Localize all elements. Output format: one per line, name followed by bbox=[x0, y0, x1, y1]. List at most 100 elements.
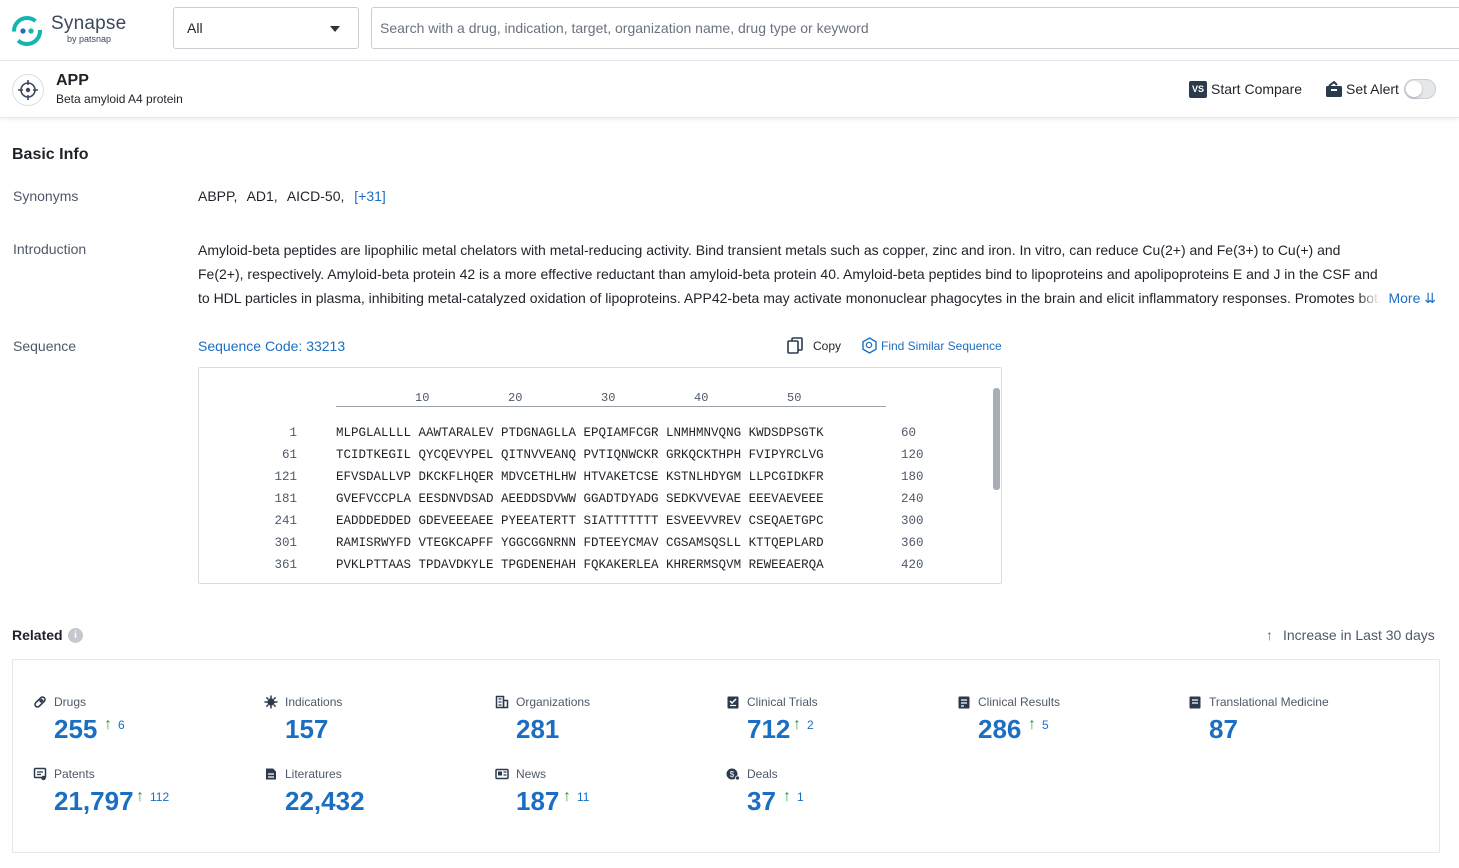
stat-increase: ↑11 bbox=[563, 788, 589, 806]
alert-icon bbox=[1325, 81, 1343, 98]
ruler-tick: 40 bbox=[694, 391, 708, 405]
synonym-item: AICD-50, bbox=[287, 188, 345, 204]
ruler-tick: 30 bbox=[601, 391, 615, 405]
related-title: Related bbox=[12, 627, 63, 643]
row-end: 300 bbox=[901, 514, 924, 528]
ruler-tick: 50 bbox=[787, 391, 801, 405]
stat-indications[interactable]: Indications 157 bbox=[264, 694, 484, 754]
stat-label: Organizations bbox=[516, 695, 590, 709]
synonym-item: ABPP, bbox=[198, 188, 237, 204]
stat-increase-value: 112 bbox=[150, 790, 169, 804]
synonyms-list: ABPP, AD1, AICD-50, [+31] bbox=[198, 188, 392, 204]
row-residues: PVKLPTTAAS TPDAVDKYLE TPGDENEHAH FQKAKER… bbox=[336, 558, 824, 572]
stat-value: 255 bbox=[54, 714, 97, 745]
row-start: 361 bbox=[274, 558, 297, 572]
row-end: 120 bbox=[901, 448, 924, 462]
report-icon bbox=[957, 695, 971, 709]
row-start: 241 bbox=[274, 514, 297, 528]
stat-label: Translational Medicine bbox=[1209, 695, 1329, 709]
stat-translational-medicine[interactable]: Translational Medicine 87 bbox=[1188, 694, 1408, 754]
stat-increase-value: 5 bbox=[1042, 718, 1049, 732]
stat-value: 187 bbox=[516, 786, 559, 817]
row-end: 60 bbox=[901, 426, 916, 440]
row-start: 1 bbox=[289, 426, 297, 440]
introduction-text-block: Amyloid-beta peptides are lipophilic met… bbox=[198, 238, 1438, 310]
pill-icon bbox=[33, 695, 47, 709]
arrow-up-icon: ↑ bbox=[136, 788, 144, 805]
stat-literatures[interactable]: Literatures 22,432 bbox=[264, 766, 484, 826]
sequence-row: 1 MLPGLALLLL AAWTARALEV PTDGNAGLLA EPQIA… bbox=[199, 426, 979, 448]
stat-label: News bbox=[516, 767, 546, 781]
info-icon[interactable]: i bbox=[68, 628, 83, 643]
stat-value: 281 bbox=[516, 714, 559, 745]
find-similar-label: Find Similar Sequence bbox=[881, 339, 1002, 353]
stat-clinical-results[interactable]: Clinical Results 286 ↑5 bbox=[957, 694, 1177, 754]
compare-icon: VS bbox=[1189, 81, 1207, 98]
row-start: 61 bbox=[282, 448, 297, 462]
sequence-row: 121 EFVSDALLVP DKCKFLHQER MDVCETHLHW HTV… bbox=[199, 470, 979, 492]
stat-deals[interactable]: $ Deals 37 ↑1 bbox=[726, 766, 946, 826]
row-end: 360 bbox=[901, 536, 924, 550]
document-icon bbox=[1188, 695, 1202, 709]
brand-by: by patsnap bbox=[67, 34, 111, 44]
synonyms-more-link[interactable]: [+31] bbox=[354, 188, 386, 204]
hexagon-search-icon bbox=[861, 337, 878, 354]
stat-label: Drugs bbox=[54, 695, 86, 709]
row-residues: RAMISRWYFD VTEGKCAPFF YGGCGGNRNN FDTEEYC… bbox=[336, 536, 824, 550]
stat-increase-value: 6 bbox=[118, 718, 125, 732]
synapse-logo[interactable]: Synapse by patsnap bbox=[10, 12, 150, 48]
newspaper-icon bbox=[495, 767, 509, 781]
row-end: 240 bbox=[901, 492, 924, 506]
patent-icon bbox=[33, 767, 47, 781]
arrow-up-icon: ↑ bbox=[793, 716, 801, 733]
more-label: More bbox=[1388, 290, 1420, 306]
row-residues: EFVSDALLVP DKCKFLHQER MDVCETHLHW HTVAKET… bbox=[336, 470, 824, 484]
stat-value: 712 bbox=[747, 714, 790, 745]
stat-clinical-trials[interactable]: Clinical Trials 712 ↑2 bbox=[726, 694, 946, 754]
introduction-more-button[interactable]: More ⇊ bbox=[1358, 286, 1436, 310]
sequence-row: 361 PVKLPTTAAS TPDAVDKYLE TPGDENEHAH FQK… bbox=[199, 558, 979, 580]
stat-value: 37 bbox=[747, 786, 776, 817]
stat-label: Literatures bbox=[285, 767, 342, 781]
row-residues: MLPGLALLLL AAWTARALEV PTDGNAGLLA EPQIAMF… bbox=[336, 426, 824, 440]
search-input[interactable] bbox=[371, 7, 1459, 49]
target-icon bbox=[12, 74, 44, 106]
increase-legend-label: Increase in Last 30 days bbox=[1283, 627, 1435, 643]
stat-organizations[interactable]: Organizations 281 bbox=[495, 694, 715, 754]
set-alert-toggle[interactable] bbox=[1404, 79, 1436, 99]
building-icon bbox=[495, 695, 509, 709]
stat-value: 22,432 bbox=[285, 786, 365, 817]
search-scope-value: All bbox=[187, 20, 203, 36]
stat-value: 286 bbox=[978, 714, 1021, 745]
stat-increase: ↑1 bbox=[783, 788, 804, 806]
search-scope-select[interactable]: All bbox=[173, 7, 359, 49]
row-start: 181 bbox=[274, 492, 297, 506]
stat-increase: ↑ 112 bbox=[136, 788, 169, 806]
stat-patents[interactable]: Patents 21,797 ↑112 bbox=[33, 766, 253, 826]
stat-news[interactable]: News 187 ↑11 bbox=[495, 766, 715, 826]
synonyms-label: Synonyms bbox=[13, 188, 78, 204]
sequence-row: 241 EADDDEDDED GDEVEEEAEE PYEEATERTT SIA… bbox=[199, 514, 979, 536]
brand-name: Synapse bbox=[51, 13, 126, 35]
sequence-code-link[interactable]: Sequence Code: 33213 bbox=[198, 338, 345, 354]
stat-increase-value: 2 bbox=[807, 718, 814, 732]
start-compare-label: Start Compare bbox=[1211, 81, 1302, 97]
double-chevron-down-icon: ⇊ bbox=[1424, 290, 1436, 306]
row-end: 180 bbox=[901, 470, 924, 484]
top-bar: Synapse by patsnap All bbox=[0, 0, 1459, 61]
stat-increase: ↑6 bbox=[104, 716, 125, 734]
entity-header: APP Beta amyloid A4 protein VS Start Com… bbox=[0, 61, 1459, 118]
sequence-lines: 1 MLPGLALLLL AAWTARALEV PTDGNAGLLA EPQIA… bbox=[199, 426, 979, 580]
arrow-up-icon: ↑ bbox=[1266, 627, 1273, 643]
stat-drugs[interactable]: Drugs 255 ↑6 bbox=[33, 694, 253, 754]
deal-icon: $ bbox=[726, 767, 740, 781]
copy-icon bbox=[787, 337, 804, 354]
stat-increase-value: 1 bbox=[797, 790, 804, 804]
sequence-scrollbar[interactable] bbox=[993, 388, 1000, 490]
introduction-text: Amyloid-beta peptides are lipophilic met… bbox=[198, 238, 1388, 310]
arrow-up-icon: ↑ bbox=[1028, 716, 1036, 733]
clipboard-icon bbox=[726, 695, 740, 709]
sequence-viewer[interactable]: 10 20 30 40 50 1 MLPGLALLLL AAWTARALEV P… bbox=[198, 367, 1002, 584]
caret-down-icon bbox=[330, 26, 340, 32]
increase-legend: ↑ Increase in Last 30 days bbox=[1266, 627, 1435, 643]
